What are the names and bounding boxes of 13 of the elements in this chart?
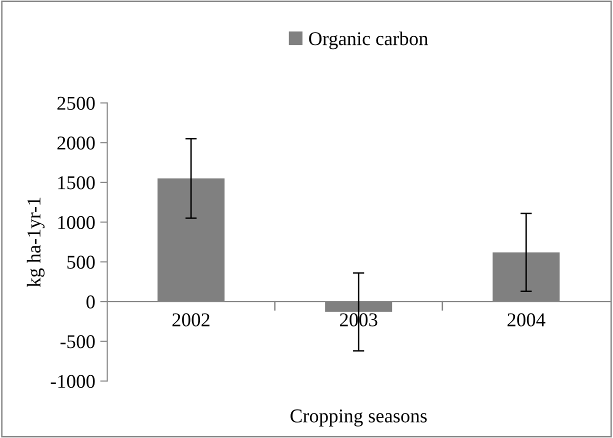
y-tick-label: 2500: [57, 96, 95, 110]
x-tick-label: 2002: [172, 313, 210, 326]
y-tick-label: -1000: [50, 374, 95, 388]
y-tick-label: 0: [86, 295, 95, 309]
y-tick-label: 1000: [58, 216, 95, 230]
x-tick-label: 2004: [508, 313, 546, 326]
y-axis-title: kg ha-1yr-1: [26, 198, 45, 288]
legend-label: Organic carbon: [309, 32, 428, 50]
y-tick-label: 2000: [57, 136, 95, 150]
y-tick-label: -500: [60, 335, 95, 348]
y-tick-label: 1500: [58, 176, 95, 190]
y-tick-label: 500: [67, 256, 95, 269]
x-axis-title: Cropping seasons: [290, 409, 427, 427]
